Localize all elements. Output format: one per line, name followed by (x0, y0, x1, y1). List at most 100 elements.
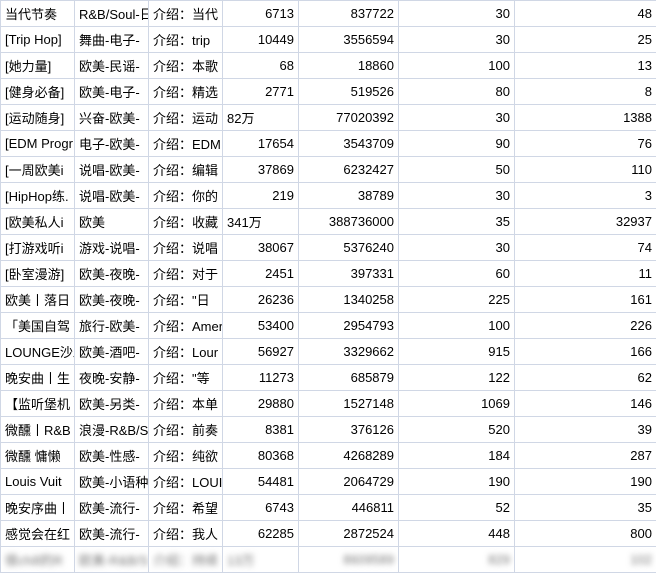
table-cell: 520 (399, 417, 515, 443)
table-cell: 3329662 (299, 339, 399, 365)
spreadsheet-table: 当代节奏R&B/Soul-日介绍：当代67138377223048[Trip H… (0, 0, 656, 573)
table-cell: 102 (515, 547, 656, 573)
table-cell: 62 (515, 365, 656, 391)
table-cell: 397331 (299, 261, 399, 287)
table-cell: 837722 (299, 1, 399, 27)
table-cell: 26236 (223, 287, 299, 313)
table-row: 晚安曲丨生夜晚-安静-介绍："等1127368587912262 (1, 365, 656, 391)
table-cell: 56927 (223, 339, 299, 365)
table-cell: 54481 (223, 469, 299, 495)
table-row: 当代节奏R&B/Soul-日介绍：当代67138377223048 (1, 1, 656, 27)
table-row: [她力量]欧美-民谣-介绍：本歌681886010013 (1, 53, 656, 79)
table-cell: 欧美丨落日 (1, 287, 75, 313)
table-cell: 184 (399, 443, 515, 469)
table-cell: 欧美-性感- (75, 443, 149, 469)
table-cell: 829 (399, 547, 515, 573)
table-cell: 376126 (299, 417, 399, 443)
table-cell: 欧美-另类- (75, 391, 149, 417)
table-cell: 介绍：纯欲 (149, 443, 223, 469)
table-cell: 介绍：Amer (149, 313, 223, 339)
table-cell: 100 (399, 313, 515, 339)
table-cell: 说唱-欧美- (75, 157, 149, 183)
table-row: 「美国自驾旅行-欧美-介绍：Amer534002954793100226 (1, 313, 656, 339)
table-cell: 介绍：说唱 (149, 235, 223, 261)
table-cell: 190 (515, 469, 656, 495)
table-cell: 30 (399, 105, 515, 131)
table-cell: 100 (399, 53, 515, 79)
table-cell: 兴奋-欧美- (75, 105, 149, 131)
table-cell: 2064729 (299, 469, 399, 495)
table-cell: 48 (515, 1, 656, 27)
table-cell: 欧美-酒吧- (75, 339, 149, 365)
table-cell: 190 (399, 469, 515, 495)
table-row: [卧室漫游]欧美-夜晚-介绍：对于24513973316011 (1, 261, 656, 287)
table-cell: 1388 (515, 105, 656, 131)
table-cell: [欧美私人i (1, 209, 75, 235)
table-cell: 122 (399, 365, 515, 391)
table-cell: 38067 (223, 235, 299, 261)
table-row: 微醺丨R&B浪漫-R&B/S介绍：前奏838137612652039 (1, 417, 656, 443)
table-cell: 6743 (223, 495, 299, 521)
table-cell: 82万 (223, 105, 299, 131)
table-row: [打游戏听i游戏-说唱-介绍：说唱3806753762403074 (1, 235, 656, 261)
table-cell: 介绍：EDM (149, 131, 223, 157)
table-row: [健身必备]欧美-电子-介绍：精选2771519526808 (1, 79, 656, 105)
table-cell: 介绍："日 (149, 287, 223, 313)
table-cell: 介绍：你的 (149, 183, 223, 209)
table-cell: [打游戏听i (1, 235, 75, 261)
table-cell: 11 (515, 261, 656, 287)
table-cell: 161 (515, 287, 656, 313)
table-cell: 53400 (223, 313, 299, 339)
table-cell: 6713 (223, 1, 299, 27)
table-cell: 【监听堡机 (1, 391, 75, 417)
table-cell: 35 (399, 209, 515, 235)
table-cell: 37869 (223, 157, 299, 183)
table-cell: 8609589 (299, 547, 399, 573)
table-cell: 29880 (223, 391, 299, 417)
table-cell: 225 (399, 287, 515, 313)
table-cell: 30 (399, 235, 515, 261)
table-cell: 欧美 (75, 209, 149, 235)
table-cell: 800 (515, 521, 656, 547)
table-cell: 80 (399, 79, 515, 105)
table-cell: 13万 (223, 547, 299, 573)
table-cell: 3556594 (299, 27, 399, 53)
table-cell: 80368 (223, 443, 299, 469)
table-cell: 8 (515, 79, 656, 105)
table-cell: 2451 (223, 261, 299, 287)
table-cell: 介绍：编辑 (149, 157, 223, 183)
table-cell: 介绍：对于 (149, 261, 223, 287)
table-cell: 介绍：收藏 (149, 209, 223, 235)
table-cell: 电子-欧美- (75, 131, 149, 157)
table-cell: 欧美-夜晚- (75, 287, 149, 313)
table-cell: 1340258 (299, 287, 399, 313)
table-cell: 30 (399, 183, 515, 209)
table-cell: Louis Vuit (1, 469, 75, 495)
table-cell: 游戏-说唱- (75, 235, 149, 261)
table-cell: 介绍：当代 (149, 1, 223, 27)
table-cell: 欧美-流行- (75, 521, 149, 547)
table-cell: 晚安序曲丨 (1, 495, 75, 521)
table-cell: 519526 (299, 79, 399, 105)
table-cell: [一周欧美i (1, 157, 75, 183)
table-cell: 90 (399, 131, 515, 157)
table-cell: 146 (515, 391, 656, 417)
table-cell: 欧美-小语种 (75, 469, 149, 495)
table-row: [Trip Hop]舞曲-电子-介绍：trip1044935565943025 (1, 27, 656, 53)
table-cell: 76 (515, 131, 656, 157)
table-cell: 448 (399, 521, 515, 547)
table-cell: 介绍：本歌 (149, 53, 223, 79)
table-cell: 50 (399, 157, 515, 183)
table-cell: 欧美-流行- (75, 495, 149, 521)
table-cell: 微醺丨R&B (1, 417, 75, 443)
table-cell: LOUNGE沙发 (1, 339, 75, 365)
table-cell: [HipHop练. (1, 183, 75, 209)
table-cell: 62285 (223, 521, 299, 547)
table-cell: 915 (399, 339, 515, 365)
table-row: 微醺 慵懒欧美-性感-介绍：纯欲803684268289184287 (1, 443, 656, 469)
table-cell: 30 (399, 1, 515, 27)
table-cell: 介绍：运动 (149, 105, 223, 131)
table-row: [HipHop练.说唱-欧美-介绍：你的21938789303 (1, 183, 656, 209)
table-cell: [卧室漫游] (1, 261, 75, 287)
table-cell: 微醺 慵懒 (1, 443, 75, 469)
